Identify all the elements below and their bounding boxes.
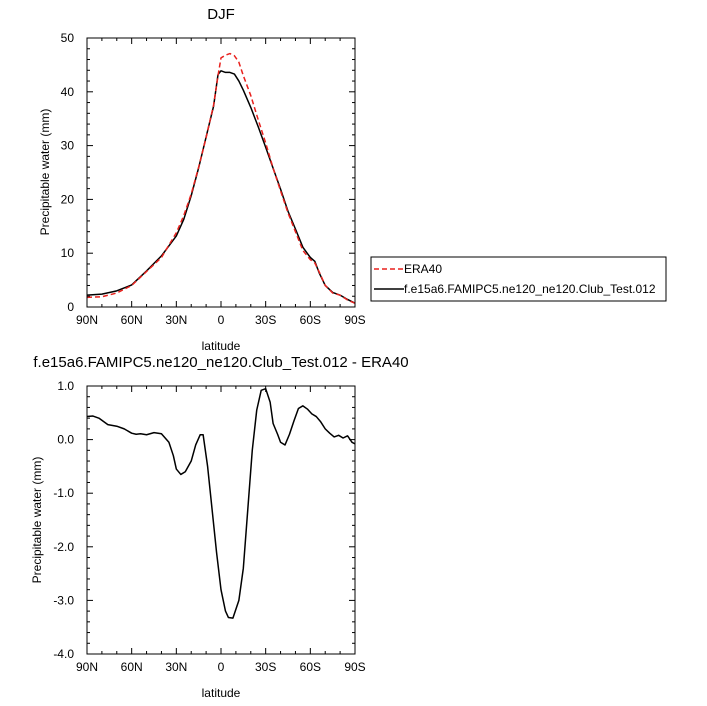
x-tick-label: 60N [121,660,143,674]
y-tick-label: 0 [67,300,74,314]
y-tick-label: 40 [61,85,75,99]
y-tick-label: -3.0 [53,593,74,607]
bottom-chart-series [86,387,356,619]
x-tick-label: 0 [218,313,225,327]
x-tick-label: 30N [165,313,187,327]
top-chart-title: DJF [207,6,235,23]
x-tick-label: 30N [165,660,187,674]
y-tick-label: 0.0 [57,433,74,447]
series-line-1-0 [86,387,356,619]
bottom-chart-ticks: 90N 60N 30N 0 30S 60S 90S -4.0 -3.0 -2.0 -1.0 0.0 1.… [53,379,365,674]
legend-label-era40: ERA40 [404,262,442,276]
top-chart-legend: ERA40 f.e15a6.FAMIPC5.ne120_ne120.Club_T… [370,256,667,302]
bottom-line-chart: f.e15a6.FAMIPC5.ne120_ne120.Club_Test.01… [30,354,409,700]
x-tick-label: 60S [300,313,321,327]
bottom-chart-xlabel: latitude [202,686,241,700]
x-tick-label: 90S [344,660,365,674]
top-chart-ylabel: Precipitable water (mm) [38,109,52,236]
legend-label-model: f.e15a6.FAMIPC5.ne120_ne120.Club_Test.01… [404,282,656,296]
y-tick-label: 30 [61,139,75,153]
y-tick-label: -4.0 [53,647,74,661]
top-chart-series [86,52,356,304]
y-tick-label: 50 [61,31,75,45]
x-tick-label: 60S [300,660,321,674]
x-tick-label: 30S [255,313,276,327]
bottom-chart-plot-frame [86,385,356,655]
y-tick-label: 10 [61,246,75,260]
top-chart-plot-frame [86,37,356,308]
legend-box [370,256,667,302]
y-tick-label: 20 [61,192,75,206]
y-tick-label: -1.0 [53,486,74,500]
bottom-chart-title: f.e15a6.FAMIPC5.ne120_ne120.Club_Test.01… [33,354,408,371]
top-chart-xlabel: latitude [202,339,241,353]
x-tick-label: 60N [121,313,143,327]
bottom-chart-ylabel: Precipitable water (mm) [30,457,44,584]
series-line-0-0 [86,52,356,304]
top-chart-ticks: 90N 60N 30N 0 30S 60S 90S 0 10 20 30 40 50 [61,31,366,327]
y-tick-label: -2.0 [53,540,74,554]
x-tick-label: 0 [218,660,225,674]
y-tick-label: 1.0 [57,379,74,393]
x-tick-label: 90S [344,313,365,327]
x-tick-label: 90N [76,313,98,327]
series-line-0-1 [86,70,356,304]
x-tick-label: 90N [76,660,98,674]
top-line-chart: DJF Precipitable water (mm) latitude 90N… [38,6,667,353]
x-tick-label: 30S [255,660,276,674]
